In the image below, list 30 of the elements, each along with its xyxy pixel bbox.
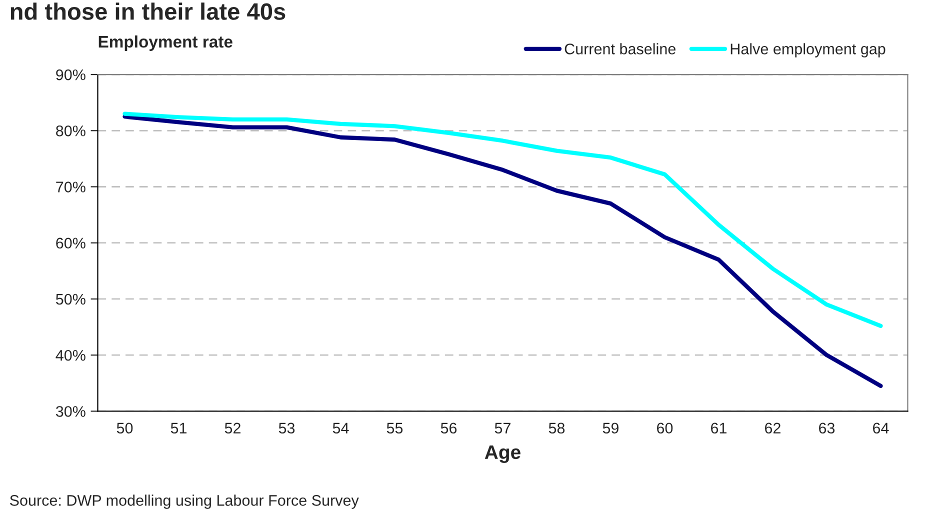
x-axis-title: Age — [484, 446, 520, 464]
x-tick-label: 51 — [170, 422, 187, 434]
y-tick-label: 90% — [56, 69, 86, 80]
x-tick-label: 59 — [602, 422, 619, 434]
chart-title: nd those in their late 40s — [10, 2, 286, 20]
x-tick-label: 64 — [873, 422, 889, 434]
y-tick-label: 30% — [56, 406, 86, 417]
x-tick-label: 55 — [386, 422, 403, 434]
legend-label: Halve employment gap — [730, 43, 886, 58]
x-tick-label: 60 — [657, 422, 673, 434]
x-tick-label: 56 — [440, 422, 457, 434]
y-tick-label: 40% — [56, 350, 86, 361]
y-tick-label: 70% — [56, 182, 86, 192]
source-note: Source: DWP modelling using Labour Force Survey — [10, 494, 359, 509]
y-axis-title: Employment rate — [98, 35, 232, 51]
x-tick-label: 63 — [819, 422, 835, 434]
line-series — [122, 114, 883, 388]
legend-label: Current baseline — [564, 43, 676, 54]
x-tick-label: 50 — [116, 422, 133, 434]
y-tick-label: 60% — [56, 238, 86, 249]
x-tick-label: 57 — [494, 422, 510, 434]
x-tick-label: 62 — [765, 422, 780, 434]
x-tick-label: 53 — [278, 422, 295, 434]
x-tick-label: 61 — [711, 422, 726, 434]
y-tick-label: 50% — [56, 294, 86, 305]
x-tick-label: 52 — [224, 422, 240, 434]
line-series — [122, 112, 883, 328]
x-tick-label: 54 — [332, 422, 349, 434]
x-tick-label: 58 — [548, 422, 565, 434]
y-tick-label: 80% — [56, 126, 86, 136]
